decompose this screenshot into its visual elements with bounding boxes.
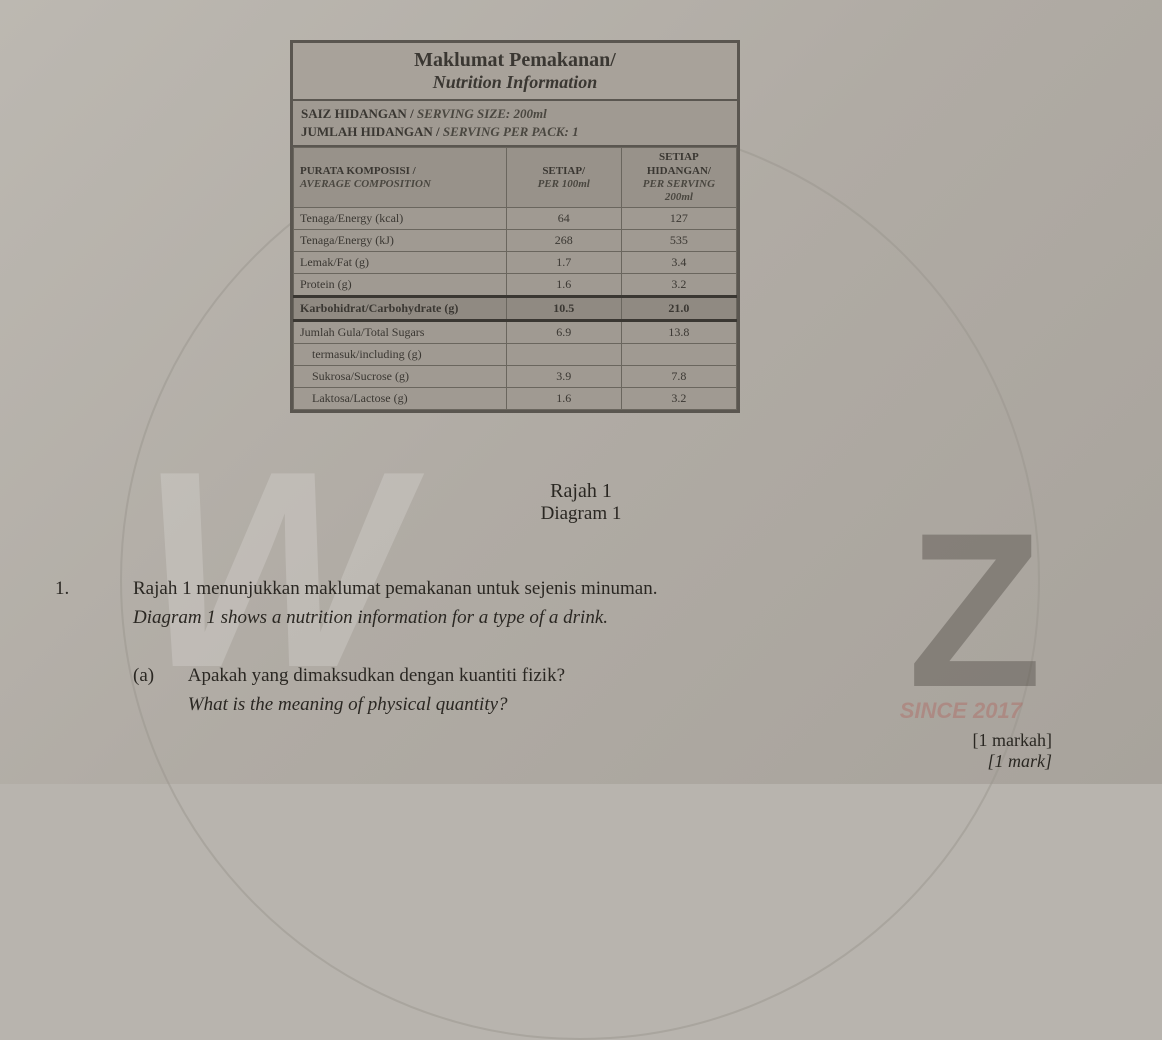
row-label: Karbohidrat/Carbohydrate (g) (294, 297, 507, 321)
row-val2: 21.0 (621, 297, 736, 321)
part-a-label: (a) (133, 662, 183, 691)
row-val1: 1.6 (506, 388, 621, 410)
carbohydrate-row: Karbohidrat/Carbohydrate (g) 10.5 21.0 (294, 297, 737, 321)
question-1: 1. Rajah 1 menunjukkan maklumat pemakana… (85, 575, 1052, 719)
row-label: Protein (g) (294, 274, 507, 297)
row-val2: 3.2 (621, 274, 736, 297)
table-header-row: PURATA KOMPOSISI / AVERAGE COMPOSITION S… (294, 148, 737, 208)
table-row: Tenaga/Energy (kcal) 64 127 (294, 208, 737, 230)
col2-en: PER 100ml (538, 178, 590, 190)
row-label: Tenaga/Energy (kJ) (294, 230, 507, 252)
table-row: Sukrosa/Sucrose (g) 3.9 7.8 (294, 366, 737, 388)
caption-en: Diagram 1 (0, 503, 1162, 525)
row-val1: 1.7 (506, 252, 621, 274)
serving-size-my: SAIZ HIDANGAN / (301, 106, 414, 121)
stem-my: Rajah 1 menunjukkan maklumat pemakanan u… (133, 578, 658, 599)
col3-header: SETIAP HIDANGAN/ PER SERVING 200ml (621, 148, 736, 208)
table-row: Lemak/Fat (g) 1.7 3.4 (294, 252, 737, 274)
question-stem: Rajah 1 menunjukkan maklumat pemakanan u… (133, 575, 1052, 632)
marks-my: [1 markah] (973, 730, 1052, 751)
question-part-a: (a) Apakah yang dimaksudkan dengan kuant… (133, 662, 1052, 719)
row-label: Sukrosa/Sucrose (g) (294, 366, 507, 388)
row-val1: 268 (506, 230, 621, 252)
part-a-en: What is the meaning of physical quantity… (188, 694, 508, 715)
row-label: Lemak/Fat (g) (294, 252, 507, 274)
table-row: Tenaga/Energy (kJ) 268 535 (294, 230, 737, 252)
col3-my: SETIAP HIDANGAN/ (647, 151, 711, 176)
caption-my: Rajah 1 (0, 480, 1162, 503)
row-label: Laktosa/Lactose (g) (294, 388, 507, 410)
row-val2: 3.2 (621, 388, 736, 410)
row-val2: 13.8 (621, 321, 736, 344)
row-label: Tenaga/Energy (kcal) (294, 208, 507, 230)
col1-en: AVERAGE COMPOSITION (300, 178, 431, 190)
row-val2: 127 (621, 208, 736, 230)
col3-en: PER SERVING 200ml (643, 178, 715, 203)
serving-info: SAIZ HIDANGAN / SERVING SIZE: 200ml JUML… (293, 101, 737, 147)
nutrition-label: Maklumat Pemakanan/ Nutrition Informatio… (290, 40, 740, 413)
table-row: Protein (g) 1.6 3.2 (294, 274, 737, 297)
serving-size-en: SERVING SIZE: 200ml (417, 106, 547, 121)
marks-block: [1 markah] [1 mark] (973, 730, 1052, 772)
nutrition-header: Maklumat Pemakanan/ Nutrition Informatio… (293, 43, 737, 101)
table-row: Laktosa/Lactose (g) 1.6 3.2 (294, 388, 737, 410)
row-val1: 6.9 (506, 321, 621, 344)
serving-per-pack-my: JUMLAH HIDANGAN / (301, 124, 440, 139)
question-number: 1. (55, 575, 69, 604)
nutrition-title-en: Nutrition Information (303, 72, 727, 93)
row-val2: 7.8 (621, 366, 736, 388)
col2-header: SETIAP/ PER 100ml (506, 148, 621, 208)
col1-header: PURATA KOMPOSISI / AVERAGE COMPOSITION (294, 148, 507, 208)
row-val2: 535 (621, 230, 736, 252)
nutrition-title-my: Maklumat Pemakanan/ (303, 49, 727, 72)
row-val1: 10.5 (506, 297, 621, 321)
page: W Z SINCE 2017 Maklumat Pemakanan/ Nutri… (0, 0, 1162, 784)
row-val2: 3.4 (621, 252, 736, 274)
including-label: termasuk/including (g) (294, 344, 507, 366)
row-val1: 3.9 (506, 366, 621, 388)
row-label: Jumlah Gula/Total Sugars (294, 321, 507, 344)
part-a-my: Apakah yang dimaksudkan dengan kuantiti … (188, 665, 565, 686)
row-val2 (621, 344, 736, 366)
including-row: termasuk/including (g) (294, 344, 737, 366)
row-val1: 64 (506, 208, 621, 230)
marks-en: [1 mark] (987, 751, 1052, 771)
figure-caption: Rajah 1 Diagram 1 (0, 480, 1162, 525)
sugar-row: Jumlah Gula/Total Sugars 6.9 13.8 (294, 321, 737, 344)
row-val1 (506, 344, 621, 366)
row-val1: 1.6 (506, 274, 621, 297)
col1-my: PURATA KOMPOSISI / (300, 165, 416, 177)
nutrition-table: PURATA KOMPOSISI / AVERAGE COMPOSITION S… (293, 147, 737, 410)
serving-per-pack-en: SERVING PER PACK: 1 (443, 124, 579, 139)
col2-my: SETIAP/ (542, 165, 585, 177)
stem-en: Diagram 1 shows a nutrition information … (133, 607, 608, 628)
